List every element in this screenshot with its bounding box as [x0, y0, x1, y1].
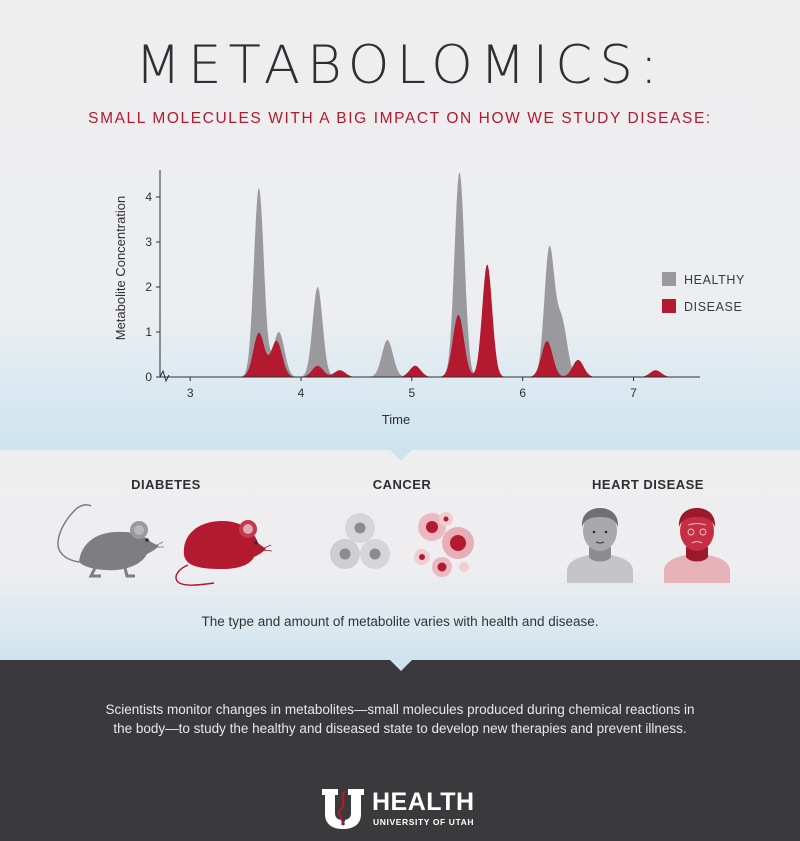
block-u-logo-icon [322, 789, 364, 829]
footer-divider-notch [390, 660, 412, 671]
logo-health-text: HEALTH [372, 788, 475, 816]
diseased-mouse-icon [175, 520, 273, 586]
legend-label-disease: DISEASE [684, 300, 742, 314]
healthy-mouse-icon [57, 504, 164, 578]
y-tick-label: 1 [145, 325, 152, 339]
healthy-area-layer [190, 172, 689, 377]
metabolite-chart: 0 1 2 3 4 3 4 5 6 7 HEALTHY DISEASE Time Metaboli… [113, 170, 745, 427]
category-label-diabetes: DIABETES [131, 477, 201, 492]
y-tick-label: 3 [145, 235, 152, 249]
university-logo: HEALTH UNIVERSITY OF UTAH [320, 787, 490, 831]
legend-label-healthy: HEALTHY [684, 273, 745, 287]
y-tick-label: 4 [145, 190, 152, 204]
y-tick-label: 0 [145, 370, 152, 384]
x-tick-label: 7 [630, 386, 637, 400]
section-divider-notch [390, 450, 412, 461]
description-text: Scientists monitor changes in metabolite… [105, 702, 695, 736]
legend-swatch-healthy [662, 272, 676, 286]
category-label-cancer: CANCER [372, 477, 432, 492]
x-axis-label: Time [382, 412, 410, 427]
page-title: METABOLOMICS: [135, 35, 665, 96]
chart-axes: 0 1 2 3 4 3 4 5 6 7 [145, 170, 700, 400]
healthy-cells-icon [330, 513, 390, 569]
page-subtitle: SMALL MOLECULES WITH A BIG IMPACT ON HOW… [88, 110, 712, 127]
comparison-caption: The type and amount of metabolite varies… [201, 614, 599, 629]
y-axis-label: Metabolite Concentration [113, 196, 128, 341]
x-tick-label: 3 [187, 386, 194, 400]
y-tick-label: 2 [145, 280, 152, 294]
footer-section [0, 660, 800, 841]
cancer-cells-icon [414, 512, 474, 577]
x-tick-label: 6 [519, 386, 526, 400]
healthy-area [190, 172, 689, 377]
x-tick-label: 4 [298, 386, 305, 400]
healthy-person-icon [567, 508, 633, 583]
logo-university-text: UNIVERSITY OF UTAH [373, 817, 475, 827]
sick-person-icon [664, 508, 730, 583]
axis-break-mark [159, 369, 170, 383]
category-label-heart-disease: HEART DISEASE [592, 477, 704, 492]
legend-swatch-disease [662, 299, 676, 313]
chart-legend: HEALTHY DISEASE [662, 272, 745, 314]
x-tick-label: 5 [408, 386, 415, 400]
